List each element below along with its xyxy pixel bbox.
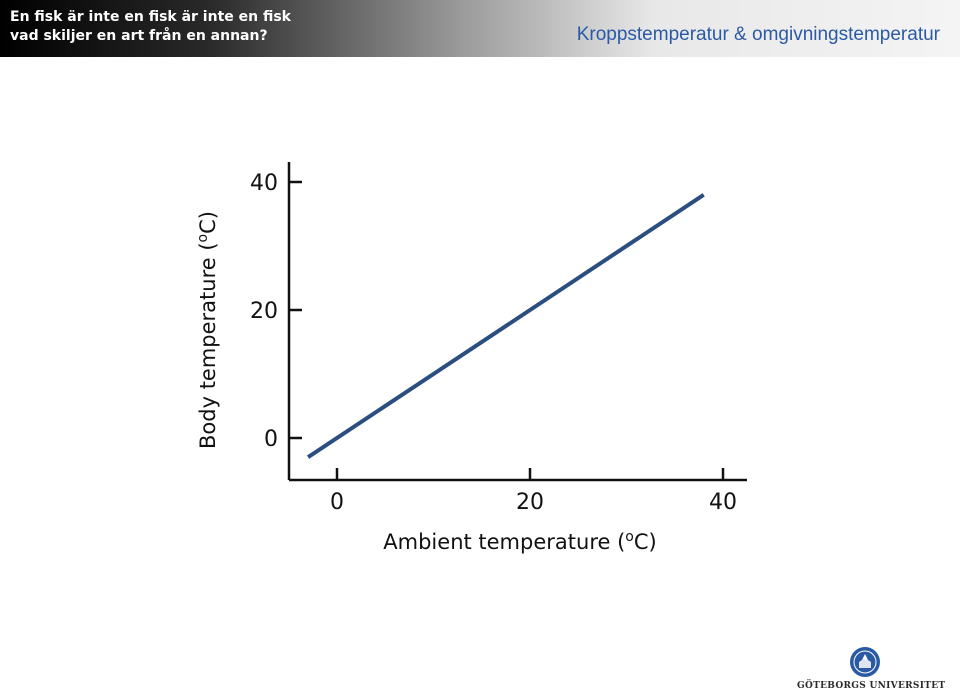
slide-title: Kroppstemperatur & omgivningstemperatur bbox=[576, 24, 940, 45]
x-tick-label: 40 bbox=[709, 490, 737, 515]
x-tick-label: 20 bbox=[516, 490, 544, 515]
header-bar: En fisk är inte en fisk är inte en fisk … bbox=[0, 0, 960, 57]
x-tick-label: 0 bbox=[330, 490, 344, 515]
y-tick-label: 20 bbox=[250, 299, 278, 324]
university-seal-icon bbox=[850, 647, 880, 677]
university-logo-text: GÖTEBORGS UNIVERSITET bbox=[797, 681, 946, 691]
course-title: En fisk är inte en fisk är inte en fisk … bbox=[10, 8, 291, 46]
y-tick-label: 40 bbox=[250, 171, 278, 196]
course-title-line1: En fisk är inte en fisk är inte en fisk bbox=[10, 9, 291, 25]
y-axis-title: Body temperature (oC) bbox=[195, 211, 220, 449]
x-axis-title: Ambient temperature (oC) bbox=[383, 529, 656, 554]
course-title-line2: vad skiljer en art från en annan? bbox=[10, 28, 268, 44]
series-line bbox=[306, 193, 705, 459]
y-tick-label: 0 bbox=[264, 427, 278, 452]
